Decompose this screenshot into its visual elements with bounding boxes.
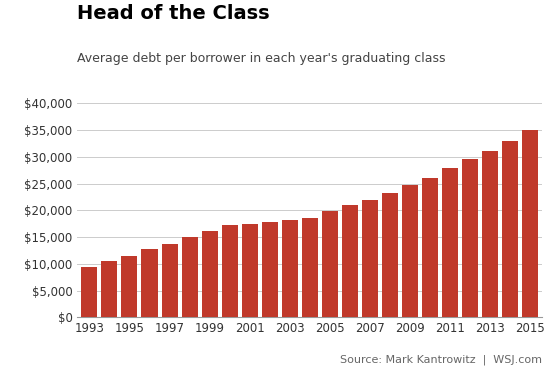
Bar [302,218,317,317]
Bar [442,168,458,317]
Text: Head of the Class: Head of the Class [77,4,270,23]
Bar [122,256,138,317]
Bar [222,225,238,317]
Bar [522,130,538,317]
Bar [181,237,197,317]
Bar [262,222,278,317]
Bar [482,151,498,317]
Bar [101,261,117,317]
Bar [422,178,438,317]
Bar [201,231,217,317]
Text: Source: Mark Kantrowitz  |  WSJ.com: Source: Mark Kantrowitz | WSJ.com [340,355,542,365]
Bar [462,159,478,317]
Bar [142,249,158,317]
Bar [81,267,97,317]
Bar [281,220,298,317]
Bar [322,211,338,317]
Bar [502,141,518,317]
Bar [402,185,418,317]
Bar [242,224,258,317]
Bar [161,244,178,317]
Bar [342,205,358,317]
Bar [382,193,398,317]
Text: Average debt per borrower in each year's graduating class: Average debt per borrower in each year's… [77,52,446,65]
Bar [362,200,378,317]
